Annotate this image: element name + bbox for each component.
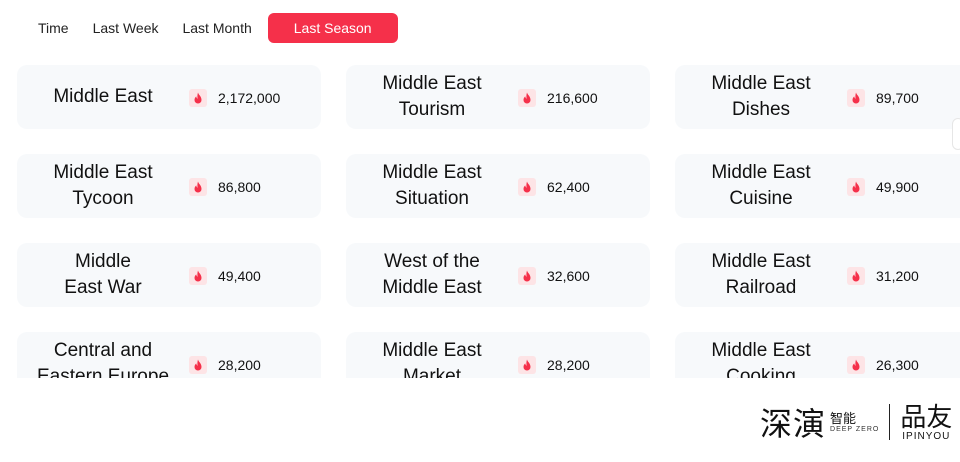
keyword-name: Central and Eastern Europe <box>36 340 170 378</box>
search-count: 216,600 <box>547 90 598 106</box>
search-count: 89,700 <box>876 90 919 106</box>
fire-icon <box>518 178 536 196</box>
keyword-name: Middle East Dishes <box>711 73 811 120</box>
brand-logo: 深演 智能 DEEP ZERO 品友 IPINYOU <box>760 402 952 444</box>
keyword-name: Middle East <box>53 86 153 107</box>
search-count: 31,200 <box>876 268 919 284</box>
tab-time[interactable]: Time <box>38 20 69 36</box>
keyword-name: Middle East War <box>64 251 142 298</box>
fire-icon <box>189 178 207 196</box>
fire-icon <box>847 89 865 107</box>
fire-icon <box>518 267 536 285</box>
keyword-card[interactable]: Middle East Tourism 216,600 <box>346 65 650 129</box>
logo-right: 品友 IPINYOU <box>900 403 952 442</box>
keyword-card[interactable]: Central and Eastern Europe 28,200 <box>17 332 321 378</box>
search-count: 86,800 <box>218 179 261 195</box>
fire-icon <box>518 356 536 374</box>
keyword-name: Middle East Cuisine <box>711 162 811 209</box>
keyword-name: West of the Middle East <box>382 251 482 298</box>
keyword-name: Middle East Tycoon <box>53 162 153 209</box>
fire-icon <box>847 267 865 285</box>
search-count: 49,900 <box>876 179 919 195</box>
keyword-card[interactable]: Middle East Situation 62,400 <box>346 154 650 218</box>
keyword-card[interactable]: Middle East War 49,400 <box>17 243 321 307</box>
search-count: 26,300 <box>876 357 919 373</box>
fire-icon <box>189 89 207 107</box>
search-count: 49,400 <box>218 268 261 284</box>
keyword-card[interactable]: West of the Middle East 32,600 <box>346 243 650 307</box>
logo-right-cn: 品友 <box>900 401 953 432</box>
fire-icon <box>847 178 865 196</box>
logo-subtext: 智能 DEEP ZERO <box>830 411 879 434</box>
time-range-tabs: Time Last Week Last Month Last Season <box>26 13 398 43</box>
fire-icon <box>847 356 865 374</box>
tab-last-week[interactable]: Last Week <box>92 20 159 36</box>
keyword-card[interactable]: Middle East Railroad 31,200 <box>675 243 960 307</box>
fire-icon <box>189 267 207 285</box>
keyword-name: Middle East Railroad <box>711 251 811 298</box>
fire-icon <box>189 356 207 374</box>
keyword-name: Middle East Situation <box>382 162 482 209</box>
keyword-name: Middle East Cooking <box>711 340 811 378</box>
keyword-card[interactable]: Middle East Tycoon 86,800 <box>17 154 321 218</box>
keyword-card[interactable]: Middle East Cuisine 49,900 <box>675 154 960 218</box>
search-count: 28,200 <box>547 357 590 373</box>
tab-last-month[interactable]: Last Month <box>182 20 252 36</box>
search-count: 32,600 <box>547 268 590 284</box>
logo-small-cn: 智能 <box>830 410 857 426</box>
keyword-card[interactable]: Middle East Cooking 26,300 <box>675 332 960 378</box>
search-count: 2,172,000 <box>218 90 281 106</box>
keyword-card[interactable]: Middle East 2,172,000 <box>17 65 321 129</box>
logo-right-en: IPINYOU <box>902 430 951 442</box>
keyword-grid: Middle East 2,172,000 Middle East Touris… <box>0 60 960 378</box>
keyword-card[interactable]: Middle East Dishes 89,700 <box>675 65 960 129</box>
search-count: 28,200 <box>218 357 261 373</box>
fire-icon <box>518 89 536 107</box>
keyword-card[interactable]: Middle East Market 28,200 <box>346 332 650 378</box>
scroll-handle[interactable] <box>952 118 960 150</box>
keyword-name: Middle East Tourism <box>382 73 482 120</box>
keyword-name: Middle East Market <box>382 340 482 378</box>
logo-divider <box>889 404 891 440</box>
search-count: 62,400 <box>547 179 590 195</box>
logo-text: 深演 <box>760 405 827 443</box>
tab-last-season[interactable]: Last Season <box>267 13 398 43</box>
logo-small-en: DEEP ZERO <box>830 425 880 433</box>
